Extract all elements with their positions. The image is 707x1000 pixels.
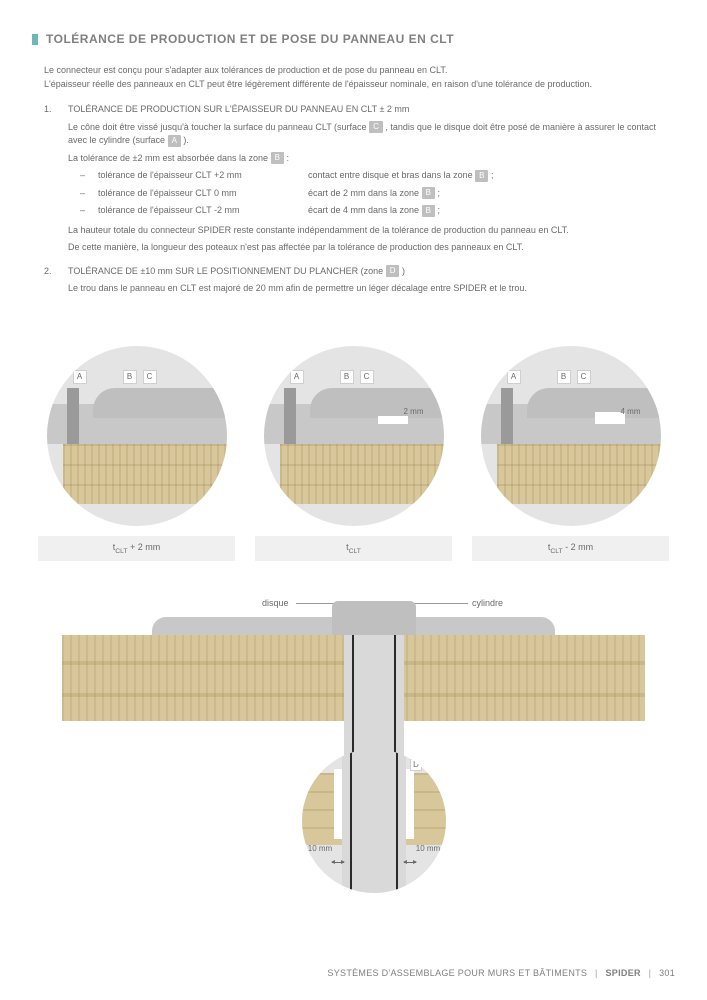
item-1-num: 1. — [44, 103, 58, 117]
numbered-list: 1. TOLÉRANCE DE PRODUCTION SUR L'ÉPAISSE… — [44, 103, 675, 296]
item-1-p3: La hauteur totale du connecteur SPIDER r… — [68, 224, 675, 238]
item-1-head: 1. TOLÉRANCE DE PRODUCTION SUR L'ÉPAISSE… — [44, 103, 675, 117]
detail-circle: A B C 4 mm — [481, 346, 661, 526]
circle-2: A B C 2 mm — [255, 346, 452, 526]
item-2-head: 2. TOLÉRANCE DE ±10 mm SUR LE POSITIONNE… — [44, 265, 675, 279]
circle-1: A B C — [38, 346, 235, 526]
intro-line-2: L'épaisseur réelle des panneaux en CLT p… — [44, 78, 675, 92]
list-item-2: 2. TOLÉRANCE DE ±10 mm SUR LE POSITIONNE… — [44, 265, 675, 296]
circle-3: A B C 4 mm — [472, 346, 669, 526]
footer-category: SYSTÈMES D'ASSEMBLAGE POUR MURS ET BÂTIM… — [327, 968, 587, 978]
caption-2: tCLT — [255, 536, 452, 562]
caption-3: tCLT - 2 mm — [472, 536, 669, 562]
intro-block: Le connecteur est conçu pour s'adapter a… — [44, 64, 675, 91]
chip-a: A — [168, 135, 181, 147]
item-1-sublist: – tolérance de l'épaisseur CLT +2 mm con… — [80, 169, 675, 218]
sub-item: – tolérance de l'épaisseur CLT 0 mm écar… — [80, 187, 675, 201]
sub-item: – tolérance de l'épaisseur CLT -2 mm éca… — [80, 204, 675, 218]
caption-1: tCLT + 2 mm — [38, 536, 235, 562]
item-2-title: TOLÉRANCE DE ±10 mm SUR LE POSITIONNEMEN… — [68, 265, 405, 279]
item-1-body: Le cône doit être vissé jusqu'à toucher … — [68, 121, 675, 255]
page-footer: SYSTÈMES D'ASSEMBLAGE POUR MURS ET BÂTIM… — [327, 967, 675, 981]
diagrams-area: A B C A B C — [32, 346, 675, 842]
item-1-p4: De cette manière, la longueur des poteau… — [68, 241, 675, 255]
page-heading: TOLÉRANCE DE PRODUCTION ET DE POSE DU PA… — [32, 30, 675, 48]
item-1-p2: La tolérance de ±2 mm est absorbée dans … — [68, 152, 675, 166]
chip-d-detail: D — [410, 759, 422, 771]
item-1-p1: Le cône doit être vissé jusqu'à toucher … — [68, 121, 675, 148]
ann-disque: disque — [262, 597, 289, 611]
item-1-title: TOLÉRANCE DE PRODUCTION SUR L'ÉPAISSEUR … — [68, 103, 409, 117]
item-2-body: Le trou dans le panneau en CLT est major… — [68, 282, 675, 296]
dim-right: 10 mm — [408, 843, 446, 855]
item-2-num: 2. — [44, 265, 58, 279]
chip-c: C — [369, 121, 383, 133]
footer-page: 301 — [659, 968, 675, 978]
detail-circle: A B C 2 mm — [264, 346, 444, 526]
chip-d: D — [386, 265, 400, 277]
intro-line-1: Le connecteur est conçu pour s'adapter a… — [44, 64, 675, 78]
item-2-p1: Le trou dans le panneau en CLT est major… — [68, 282, 675, 296]
page-title: TOLÉRANCE DE PRODUCTION ET DE POSE DU PA… — [46, 30, 454, 48]
detail-circle: A B C — [47, 346, 227, 526]
footer-detail-circle: D 10 mm 10 mm — [302, 749, 446, 893]
circle-row: A B C A B C — [32, 346, 675, 526]
ann-cylindre: cylindre — [472, 597, 503, 611]
section-view: disque cône cylindre bras D 10 mm 10 mm — [32, 581, 675, 841]
footer-product: SPIDER — [606, 968, 641, 978]
list-item-1: 1. TOLÉRANCE DE PRODUCTION SUR L'ÉPAISSE… — [44, 103, 675, 255]
chip-b: B — [271, 152, 284, 164]
accent-bullet — [32, 34, 38, 45]
dim-left: 10 mm — [302, 843, 340, 855]
sub-item: – tolérance de l'épaisseur CLT +2 mm con… — [80, 169, 675, 183]
caption-row: tCLT + 2 mm tCLT tCLT - 2 mm — [32, 536, 675, 562]
